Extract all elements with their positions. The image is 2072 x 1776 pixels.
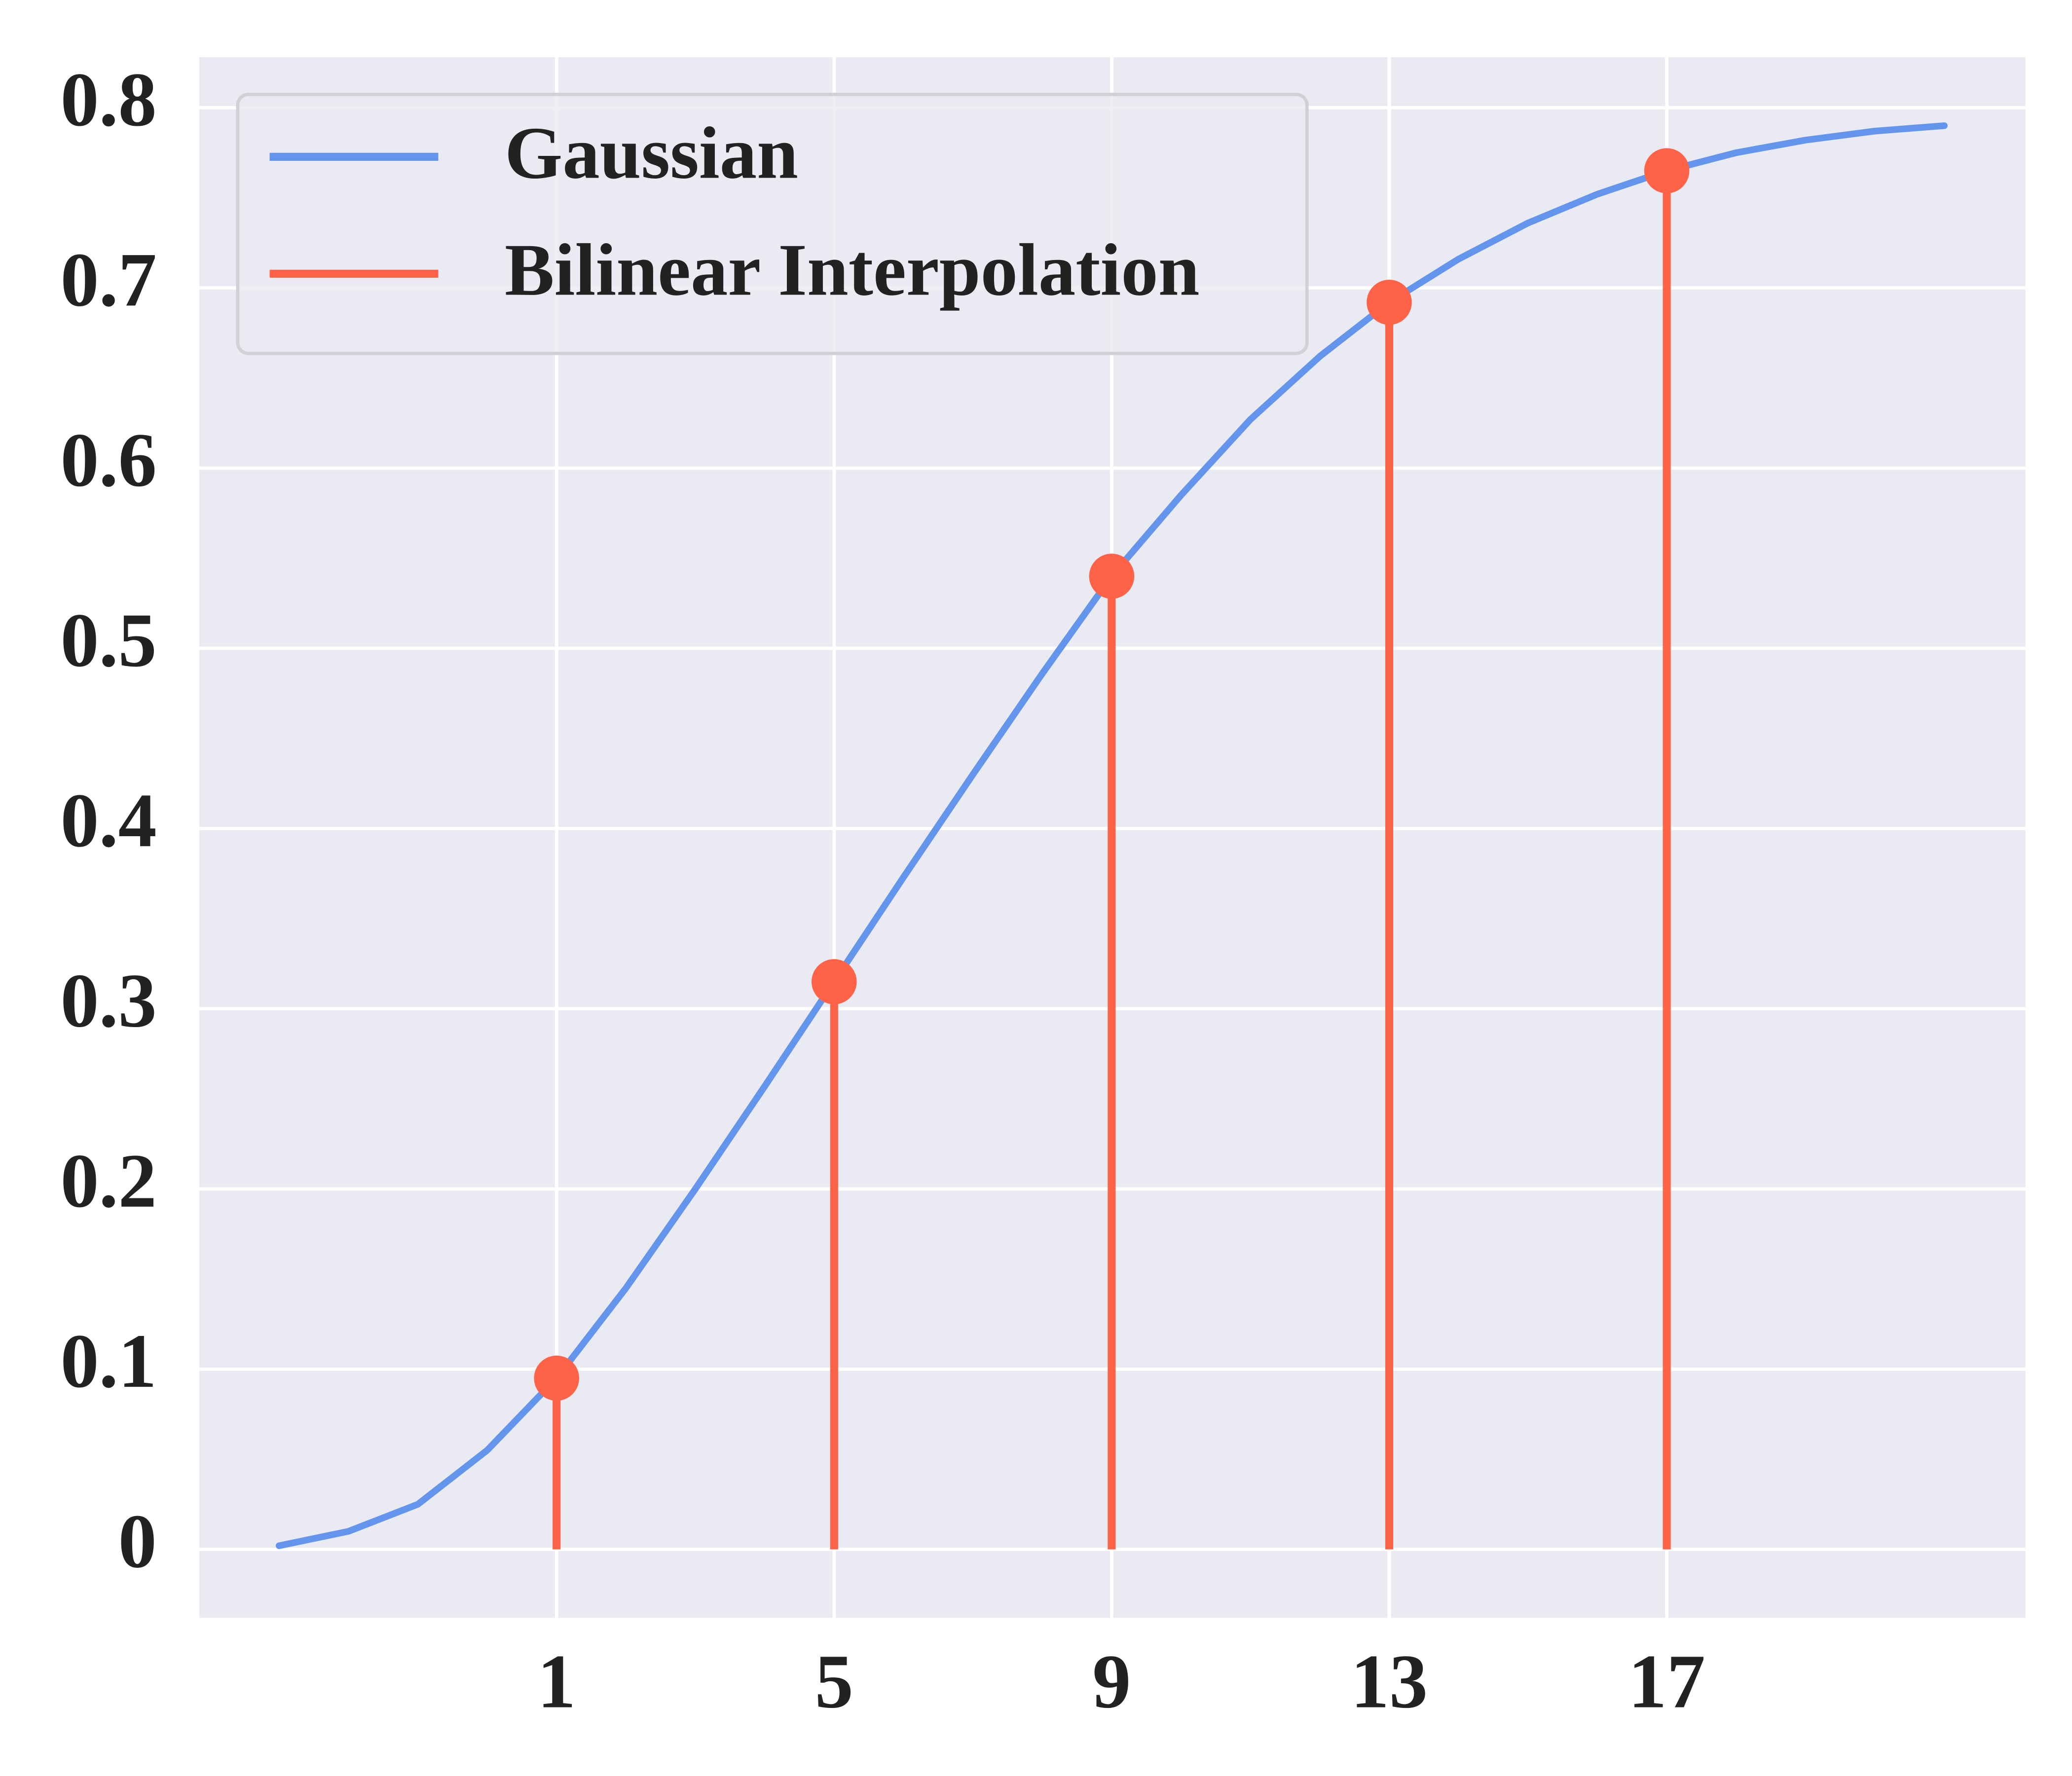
y-tick-label: 0.6 <box>61 417 157 503</box>
x-tick-label: 13 <box>1351 1639 1428 1724</box>
y-tick-label: 0.3 <box>61 958 157 1043</box>
y-tick-label: 0.4 <box>61 777 157 863</box>
y-tick-label: 0.1 <box>61 1318 157 1404</box>
y-tick-label: 0 <box>118 1498 157 1584</box>
legend-label: Gaussian <box>505 112 798 194</box>
legend: Gaussian Bilinear Interpolation <box>236 92 1309 355</box>
y-tick-label: 0.7 <box>61 237 157 322</box>
marks <box>275 122 1948 1550</box>
y-tick-label: 0.8 <box>61 57 157 142</box>
stem-marker <box>1089 554 1135 599</box>
x-tick-label: 9 <box>1092 1639 1131 1724</box>
legend-label: Bilinear Interpolation <box>505 228 1200 311</box>
stem-marker <box>1367 279 1412 325</box>
stem-marker <box>812 959 857 1004</box>
y-tick-label: 0.5 <box>61 597 157 683</box>
stem-marker <box>534 1355 579 1401</box>
x-tick-label: 17 <box>1628 1639 1705 1724</box>
x-tick-label: 1 <box>537 1639 576 1724</box>
stem-marker <box>1644 148 1690 193</box>
legend-box <box>236 92 1309 355</box>
x-tick-label: 5 <box>815 1639 853 1724</box>
y-tick-label: 0.2 <box>61 1138 157 1223</box>
